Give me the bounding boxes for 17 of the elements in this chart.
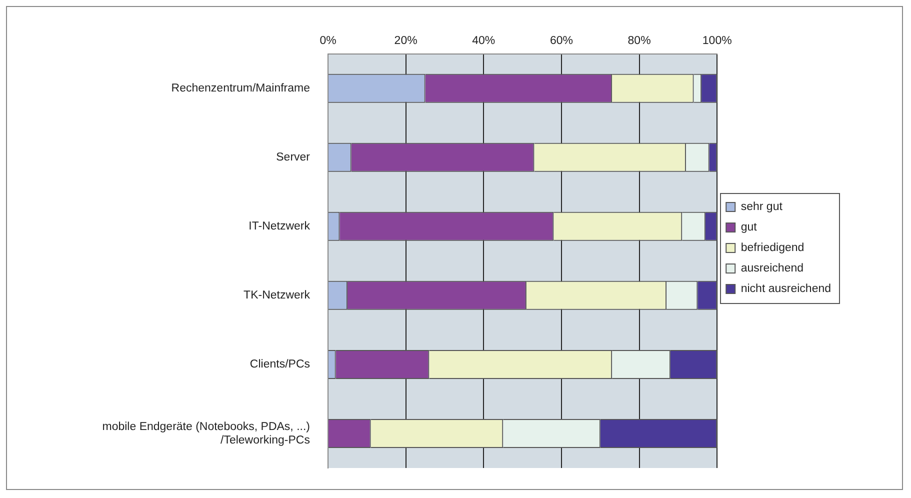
y-tick-label: mobile Endgeräte (Notebooks, PDAs, ...) /Teleworking-PCs	[102, 420, 310, 447]
legend-label: gut	[740, 222, 758, 234]
y-tick-label: IT-Netzwerk	[248, 220, 310, 233]
x-tick-label: 60%	[550, 35, 573, 48]
legend-label: nicht ausreichend	[740, 283, 832, 296]
x-tick-label: 80%	[628, 35, 651, 48]
y-tick-label: Rechenzentrum/Mainframe	[171, 82, 310, 94]
y-tick-label: Clients/PCs	[250, 358, 310, 371]
y-tick-label: Server	[276, 152, 310, 164]
legend-label: befriedigend	[740, 242, 804, 254]
x-tick-label: 20%	[394, 35, 418, 48]
x-tick-label: 0%	[320, 35, 336, 48]
y-tick-label: TK-Netzwerk	[244, 290, 310, 302]
x-tick-label: 40%	[472, 35, 496, 48]
legend-label: sehr gut	[740, 201, 784, 214]
x-tick-label: 100%	[702, 35, 732, 48]
legend-label: ausreichend	[740, 262, 804, 275]
